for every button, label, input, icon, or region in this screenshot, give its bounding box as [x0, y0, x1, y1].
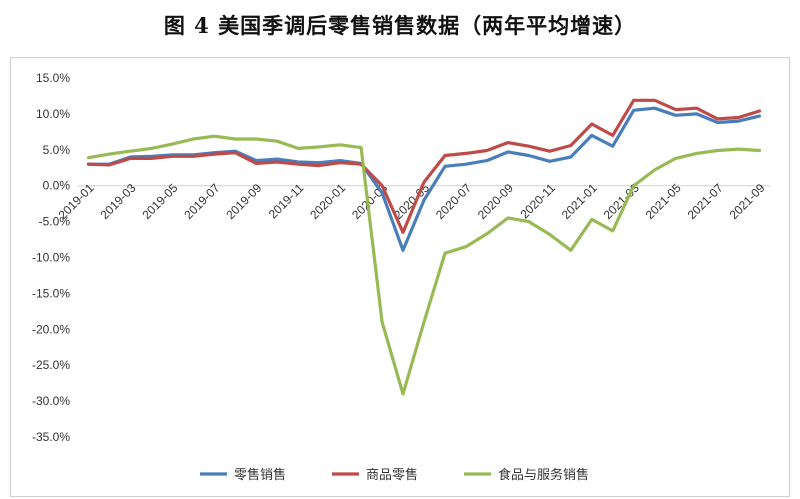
legend-label: 零售销售: [234, 467, 286, 483]
y-tick-label: 0.0%: [43, 179, 71, 193]
x-tick-label: 2019-09: [223, 181, 264, 222]
y-tick-label: -15.0%: [32, 286, 70, 300]
y-tick-label: 10.0%: [36, 107, 70, 121]
y-tick-label: -35.0%: [32, 430, 70, 444]
y-tick-label: -10.0%: [32, 251, 70, 265]
series-line-3: [86, 134, 762, 396]
y-tick-label: -20.0%: [32, 322, 70, 336]
chart-title: 图 4 美国季调后零售销售数据（两年平均增速）: [163, 13, 637, 38]
legend-label: 食品与服务销售: [498, 467, 589, 483]
y-tick-label: -30.0%: [32, 394, 70, 408]
chart-frame: [10, 57, 790, 497]
series-line-2: [86, 98, 762, 234]
y-tick-label: -5.0%: [39, 215, 71, 229]
x-tick-label: 2019-03: [98, 181, 139, 222]
x-tick-label: 2020-07: [433, 181, 474, 222]
x-tick-label: 2020-01: [307, 181, 348, 222]
x-tick-label: 2019-07: [181, 181, 222, 222]
x-tick-label: 2020-11: [518, 181, 559, 222]
x-tick-label: 2020-09: [475, 181, 516, 222]
x-tick-label: 2021-01: [559, 181, 600, 222]
x-tick-label: 2019-11: [266, 181, 307, 222]
y-tick-label: 5.0%: [43, 143, 71, 157]
y-tick-label: 15.0%: [36, 71, 70, 85]
x-tick-label: 2021-07: [685, 181, 726, 222]
legend-label: 商品零售: [366, 467, 418, 483]
x-tick-label: 2021-05: [643, 181, 684, 222]
y-tick-label: -25.0%: [32, 358, 70, 372]
x-tick-label: 2019-05: [139, 181, 180, 222]
x-tick-label: 2021-09: [727, 181, 768, 222]
series-line-1: [86, 106, 762, 252]
